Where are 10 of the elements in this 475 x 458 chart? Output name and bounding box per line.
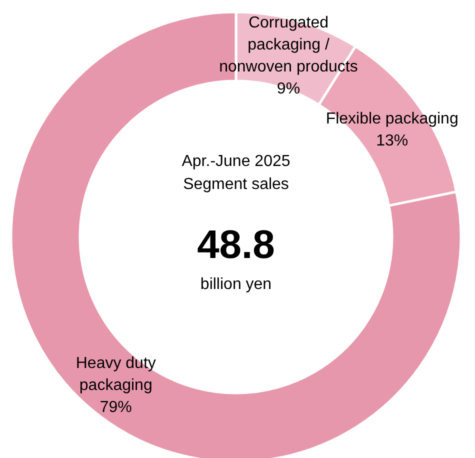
slice-label: Flexible packaging (326, 110, 458, 128)
slice-label: Corrugated packaging / nonwoven products (219, 14, 358, 76)
text: billion yen (200, 276, 272, 293)
text: Apr.-June 2025 (182, 153, 290, 170)
data-label: 79% (100, 399, 132, 416)
data-label: 9% (276, 80, 300, 98)
text: Segment sales (183, 176, 289, 193)
text: 48.8 (197, 223, 275, 267)
slice-label: Heavy duty packaging (76, 355, 156, 394)
data-label: 13% (376, 132, 408, 150)
